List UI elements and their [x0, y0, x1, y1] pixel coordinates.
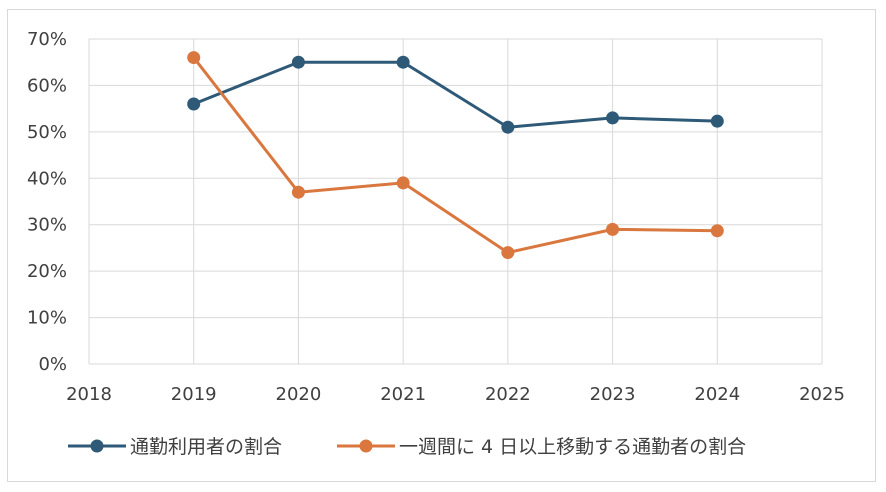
series-0-point[interactable] — [501, 120, 515, 134]
legend-label-0: 通勤利用者の割合 — [130, 436, 282, 458]
x-tick-label: 2023 — [590, 384, 636, 405]
x-tick-label: 2024 — [694, 384, 740, 405]
series-1-point[interactable] — [396, 176, 410, 190]
series-0-point[interactable] — [187, 97, 201, 111]
series-1-point[interactable] — [606, 222, 620, 236]
legend: 通勤利用者の割合 一週間に 4 日以上移動する通勤者の割合 — [68, 436, 746, 458]
series-0-point[interactable] — [291, 55, 305, 69]
series-0-point[interactable] — [606, 111, 620, 125]
y-tick-label: 60% — [27, 75, 67, 96]
series-1-point[interactable] — [291, 185, 305, 199]
x-tick-label: 2019 — [171, 384, 217, 405]
x-tick-label: 2020 — [276, 384, 322, 405]
series-1-point[interactable] — [501, 246, 515, 260]
y-axis-ticks: 0% 10% 20% 30% 40% 50% 60% 70% — [27, 29, 67, 375]
series-1-point[interactable] — [710, 224, 724, 238]
series-0-point[interactable] — [710, 114, 724, 128]
y-tick-label: 50% — [27, 122, 67, 143]
legend-marker-0 — [90, 439, 104, 453]
y-tick-label: 40% — [27, 168, 67, 189]
legend-marker-1 — [359, 439, 373, 453]
series-line-0 — [193, 60, 718, 129]
legend-label-1: 一週間に 4 日以上移動する通勤者の割合 — [399, 436, 746, 458]
x-tick-label: 2021 — [380, 384, 426, 405]
y-tick-label: 10% — [27, 308, 67, 329]
series-1-point[interactable] — [187, 51, 201, 65]
x-tick-label: 2018 — [66, 384, 112, 405]
x-tick-label: 2022 — [485, 384, 531, 405]
x-tick-label: 2025 — [799, 384, 845, 405]
x-axis-ticks: 2018 2019 2020 2021 2022 2023 2024 2025 — [66, 384, 845, 405]
series-0-point[interactable] — [396, 55, 410, 69]
y-tick-label: 30% — [27, 215, 67, 236]
y-tick-label: 70% — [27, 29, 67, 50]
legend-item-0[interactable]: 通勤利用者の割合 — [68, 436, 282, 458]
chart-frame — [7, 9, 876, 482]
y-tick-label: 20% — [27, 261, 67, 282]
y-tick-label: 0% — [38, 354, 67, 375]
grid-lines — [88, 38, 823, 365]
series-line-1 — [192, 56, 718, 255]
series-group — [187, 51, 724, 260]
legend-item-1[interactable]: 一週間に 4 日以上移動する通勤者の割合 — [337, 436, 746, 458]
